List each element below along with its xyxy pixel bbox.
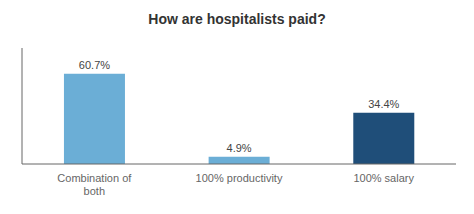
svg-text:60.7%: 60.7% (79, 59, 110, 71)
svg-text:Combination ofboth: Combination ofboth (57, 172, 132, 197)
html-text:How are hospitalists paid?: How are hospitalists paid? (148, 11, 326, 27)
svg-text:34.4%: 34.4% (368, 98, 399, 110)
svg-text:100% salary: 100% salary (353, 172, 414, 184)
svg-text:4.9%: 4.9% (227, 142, 252, 154)
svg-text:100% productivity: 100% productivity (196, 172, 283, 184)
